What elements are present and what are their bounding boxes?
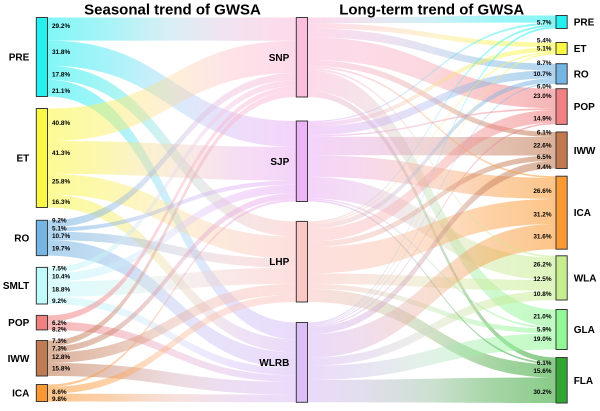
- svg-text:5.9%: 5.9%: [537, 327, 552, 334]
- svg-text:ET: ET: [574, 44, 587, 55]
- svg-text:5.4%: 5.4%: [537, 38, 552, 45]
- svg-text:WLRB: WLRB: [259, 358, 289, 369]
- svg-text:16.3%: 16.3%: [52, 199, 70, 206]
- svg-text:25.8%: 25.8%: [52, 179, 70, 186]
- svg-text:POP: POP: [8, 318, 29, 329]
- svg-text:IWW: IWW: [574, 146, 596, 157]
- svg-text:5.7%: 5.7%: [537, 20, 552, 27]
- svg-text:10.7%: 10.7%: [52, 233, 70, 240]
- svg-text:15.8%: 15.8%: [52, 366, 70, 373]
- svg-text:6.2%: 6.2%: [52, 320, 67, 327]
- svg-text:SMLT: SMLT: [3, 281, 29, 292]
- svg-text:ICA: ICA: [574, 208, 591, 219]
- svg-text:12.5%: 12.5%: [533, 276, 551, 283]
- svg-text:6.1%: 6.1%: [537, 360, 552, 367]
- svg-text:WLA: WLA: [574, 273, 597, 284]
- svg-text:21.1%: 21.1%: [52, 88, 70, 95]
- svg-text:31.8%: 31.8%: [52, 49, 70, 56]
- svg-text:9.4%: 9.4%: [537, 164, 552, 171]
- svg-text:9.8%: 9.8%: [52, 396, 67, 403]
- svg-text:31.6%: 31.6%: [533, 234, 551, 241]
- svg-text:31.2%: 31.2%: [533, 211, 551, 218]
- svg-text:ET: ET: [17, 154, 30, 165]
- svg-text:8.2%: 8.2%: [52, 327, 67, 334]
- svg-text:10.8%: 10.8%: [533, 291, 551, 298]
- svg-text:RO: RO: [574, 69, 589, 80]
- svg-text:26.2%: 26.2%: [533, 262, 551, 269]
- svg-text:8.7%: 8.7%: [537, 60, 552, 67]
- svg-text:IWW: IWW: [8, 354, 30, 365]
- svg-text:7.3%: 7.3%: [52, 338, 67, 345]
- svg-text:19.0%: 19.0%: [533, 336, 551, 343]
- svg-text:6.1%: 6.1%: [537, 129, 552, 136]
- svg-text:15.6%: 15.6%: [533, 368, 551, 375]
- svg-text:40.8%: 40.8%: [52, 120, 70, 127]
- svg-text:Long-term trend of GWSA: Long-term trend of GWSA: [339, 1, 524, 18]
- svg-text:22.6%: 22.6%: [533, 142, 551, 149]
- svg-text:Seasonal trend of GWSA: Seasonal trend of GWSA: [84, 1, 261, 18]
- svg-text:29.2%: 29.2%: [52, 23, 70, 30]
- svg-text:POP: POP: [574, 102, 595, 113]
- svg-text:30.2%: 30.2%: [533, 389, 551, 396]
- svg-text:SJP: SJP: [270, 157, 289, 168]
- svg-text:21.0%: 21.0%: [533, 313, 551, 320]
- svg-text:19.7%: 19.7%: [52, 245, 70, 252]
- svg-text:14.9%: 14.9%: [533, 115, 551, 122]
- svg-text:PRE: PRE: [9, 53, 30, 64]
- svg-text:26.6%: 26.6%: [533, 188, 551, 195]
- svg-text:8.6%: 8.6%: [52, 389, 67, 396]
- svg-text:ICA: ICA: [12, 389, 29, 400]
- svg-text:7.5%: 7.5%: [52, 266, 67, 273]
- svg-text:FLA: FLA: [574, 376, 593, 387]
- svg-text:6.5%: 6.5%: [537, 154, 552, 161]
- svg-text:GLA: GLA: [574, 325, 595, 336]
- svg-text:9.2%: 9.2%: [52, 298, 67, 305]
- svg-text:10.7%: 10.7%: [533, 71, 551, 78]
- svg-text:SNP: SNP: [269, 53, 290, 64]
- svg-text:5.1%: 5.1%: [52, 226, 67, 233]
- svg-text:LHP: LHP: [269, 257, 289, 268]
- svg-text:23.0%: 23.0%: [533, 93, 551, 100]
- svg-text:12.8%: 12.8%: [52, 354, 70, 361]
- svg-text:9.2%: 9.2%: [52, 218, 67, 225]
- svg-text:5.1%: 5.1%: [537, 45, 552, 52]
- svg-text:17.8%: 17.8%: [52, 72, 70, 79]
- svg-text:RO: RO: [14, 234, 29, 245]
- svg-text:6.0%: 6.0%: [537, 84, 552, 91]
- svg-text:7.3%: 7.3%: [52, 346, 67, 353]
- svg-text:10.4%: 10.4%: [52, 274, 70, 281]
- svg-text:41.3%: 41.3%: [52, 150, 70, 157]
- svg-text:PRE: PRE: [574, 18, 595, 29]
- svg-text:18.8%: 18.8%: [52, 287, 70, 294]
